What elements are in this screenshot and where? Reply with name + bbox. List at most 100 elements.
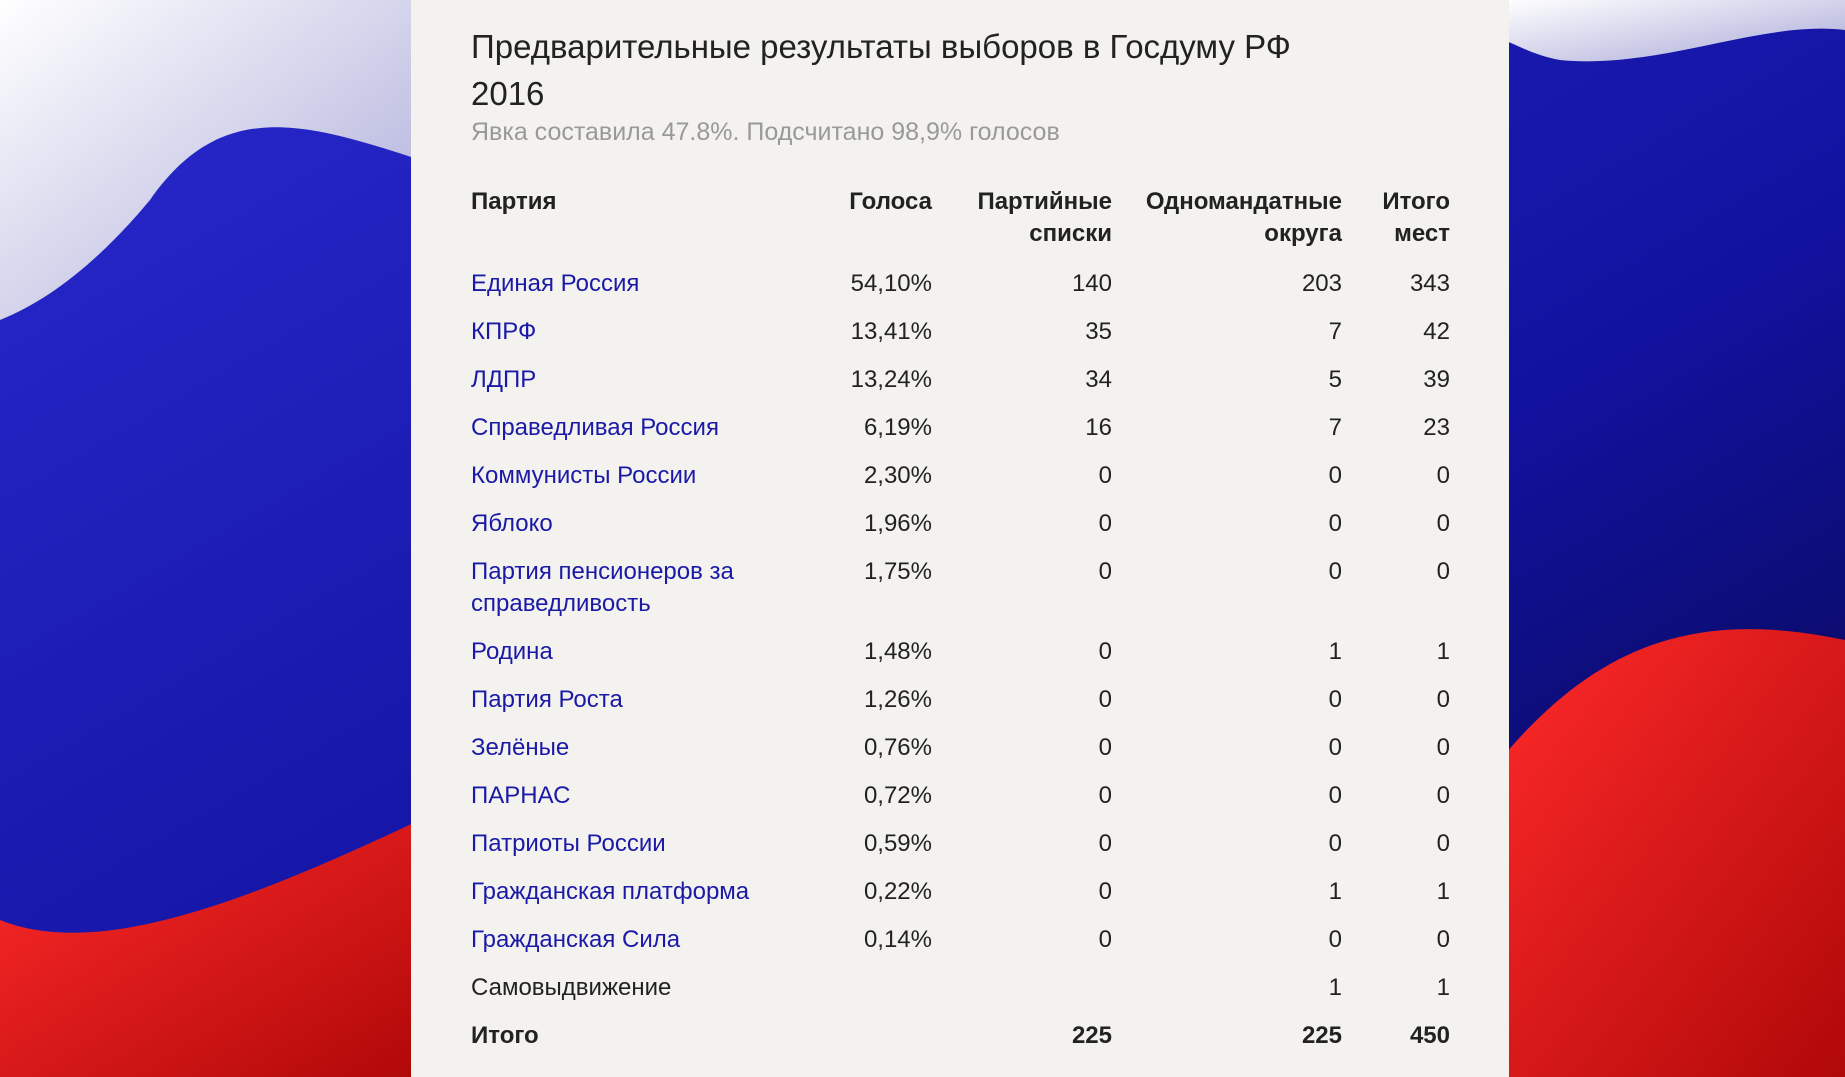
- cell-value: 0: [1436, 782, 1450, 809]
- party-link[interactable]: Единая Россия: [471, 270, 640, 297]
- party-name: Итого: [471, 1022, 539, 1049]
- party-row: Единая Россия 54,10% 140 203 343: [471, 260, 1450, 308]
- table-body: Единая Россия 54,10% 140 203 343 КПРФ 13,41% 35…: [471, 260, 1450, 1060]
- party-row: Справедливая Россия 6,19% 16 7 23: [471, 404, 1450, 452]
- cell-value: 39: [1423, 366, 1450, 393]
- cell: Зелёные: [471, 724, 771, 772]
- cell-value: 343: [1409, 270, 1450, 297]
- cell: ЛДПР: [471, 356, 771, 404]
- cell-value: 0: [1098, 510, 1112, 537]
- party-link[interactable]: Гражданская Сила: [471, 926, 681, 953]
- cell-value: 0: [1328, 558, 1342, 585]
- header-row: Партия Голоса Партийные списки Одномандатны…: [471, 178, 1450, 260]
- cell: ПАРНАС: [471, 772, 771, 820]
- cell: Партия пенсионеров за справедливость: [471, 548, 771, 628]
- party-row: Патриоты России 0,59% 0 0 0: [471, 820, 1450, 868]
- party-link[interactable]: ЛДПР: [471, 366, 537, 393]
- cell-value: 1: [1328, 638, 1342, 665]
- cell-value: 1,96%: [863, 510, 932, 537]
- party-link[interactable]: КПРФ: [471, 318, 537, 345]
- column-header: Партия: [471, 188, 557, 215]
- cell-value: 0: [1328, 734, 1342, 761]
- cell-value: 0: [1328, 462, 1342, 489]
- column-header: Партийные списки: [977, 188, 1112, 247]
- cell: Единая Россия: [471, 260, 771, 308]
- cell-value: 1: [1436, 974, 1450, 1001]
- cell-value: 0: [1098, 878, 1112, 905]
- cell-value: 0: [1098, 830, 1112, 857]
- cell-value: 0: [1098, 926, 1112, 953]
- cell-value: 0: [1436, 926, 1450, 953]
- cell-value: 450: [1409, 1022, 1450, 1049]
- cell-value: 203: [1301, 270, 1342, 297]
- cell-value: 0: [1436, 686, 1450, 713]
- cell-value: 0: [1098, 558, 1112, 585]
- party-link[interactable]: Справедливая Россия: [471, 414, 719, 441]
- cell-value: 0: [1436, 734, 1450, 761]
- cell-value: 54,10%: [850, 270, 932, 297]
- party-row: Партия пенсионеров за справедливость 1,75…: [471, 548, 1450, 628]
- cell-value: 1: [1328, 974, 1342, 1001]
- cell: Патриоты России: [471, 820, 771, 868]
- cell-value: 0: [1436, 510, 1450, 537]
- cell-value: 2,30%: [863, 462, 932, 489]
- party-row: КПРФ 13,41% 35 7 42: [471, 308, 1450, 356]
- cell-value: 0: [1098, 638, 1112, 665]
- cell-value: 0: [1328, 782, 1342, 809]
- cell-value: 0,72%: [863, 782, 932, 809]
- cell: Гражданская платформа: [471, 868, 771, 916]
- party-row: Коммунисты России 2,30% 0 0 0: [471, 452, 1450, 500]
- cell-value: 13,24%: [850, 366, 932, 393]
- cell: [771, 1012, 932, 1060]
- party-row: Самовыдвижение 1 1: [471, 964, 1450, 1012]
- party-link[interactable]: Коммунисты России: [471, 462, 697, 489]
- cell-value: 0: [1098, 734, 1112, 761]
- cell-value: 16: [1085, 414, 1112, 441]
- cell-value: 35: [1085, 318, 1112, 345]
- cell-value: 0,22%: [863, 878, 932, 905]
- cell-value: 0: [1436, 830, 1450, 857]
- party-link[interactable]: Партия пенсионеров за справедливость: [471, 558, 734, 617]
- party-link[interactable]: Зелёные: [471, 734, 570, 761]
- party-link[interactable]: Родина: [471, 638, 553, 665]
- cell: [771, 964, 932, 1012]
- column-header: Одномандатные округа: [1145, 188, 1342, 247]
- party-name: Самовыдвижение: [471, 974, 672, 1001]
- cell-value: 1: [1436, 878, 1450, 905]
- cell-value: 1,75%: [863, 558, 932, 585]
- title: Предварительные результаты выборов в Гос…: [471, 28, 1291, 112]
- cell-value: 0: [1098, 782, 1112, 809]
- cell-value: 6,19%: [863, 414, 932, 441]
- party-row: Родина 1,48% 0 1 1: [471, 628, 1450, 676]
- cell: [932, 964, 1112, 1012]
- cell: Партия Роста: [471, 676, 771, 724]
- cell-value: 5: [1328, 366, 1342, 393]
- results-table: Партия Голоса Партийные списки Одномандатны…: [471, 178, 1450, 1060]
- party-row: ПАРНАС 0,72% 0 0 0: [471, 772, 1450, 820]
- cell-value: 0: [1328, 510, 1342, 537]
- party-row: Гражданская Сила 0,14% 0 0 0: [471, 916, 1450, 964]
- cell-value: 13,41%: [850, 318, 932, 345]
- cell-value: 23: [1423, 414, 1450, 441]
- party-link[interactable]: Гражданская платформа: [471, 878, 750, 905]
- cell: Яблоко: [471, 500, 771, 548]
- party-row: Зелёные 0,76% 0 0 0: [471, 724, 1450, 772]
- cell-value: 1: [1436, 638, 1450, 665]
- party-link[interactable]: Яблоко: [471, 510, 553, 537]
- cell-value: 34: [1085, 366, 1112, 393]
- cell-value: 0: [1328, 830, 1342, 857]
- party-link[interactable]: ПАРНАС: [471, 782, 571, 809]
- cell-value: 0: [1328, 926, 1342, 953]
- cell-value: 0: [1098, 686, 1112, 713]
- cell-value: 0: [1098, 462, 1112, 489]
- column-header: Итого мест: [1382, 188, 1450, 247]
- party-row: Гражданская платформа 0,22% 0 1 1: [471, 868, 1450, 916]
- cell-value: 0,14%: [863, 926, 932, 953]
- party-link[interactable]: Патриоты России: [471, 830, 666, 857]
- cell: Родина: [471, 628, 771, 676]
- cell: Справедливая Россия: [471, 404, 771, 452]
- party-link[interactable]: Партия Роста: [471, 686, 623, 713]
- cell-value: 1,26%: [863, 686, 932, 713]
